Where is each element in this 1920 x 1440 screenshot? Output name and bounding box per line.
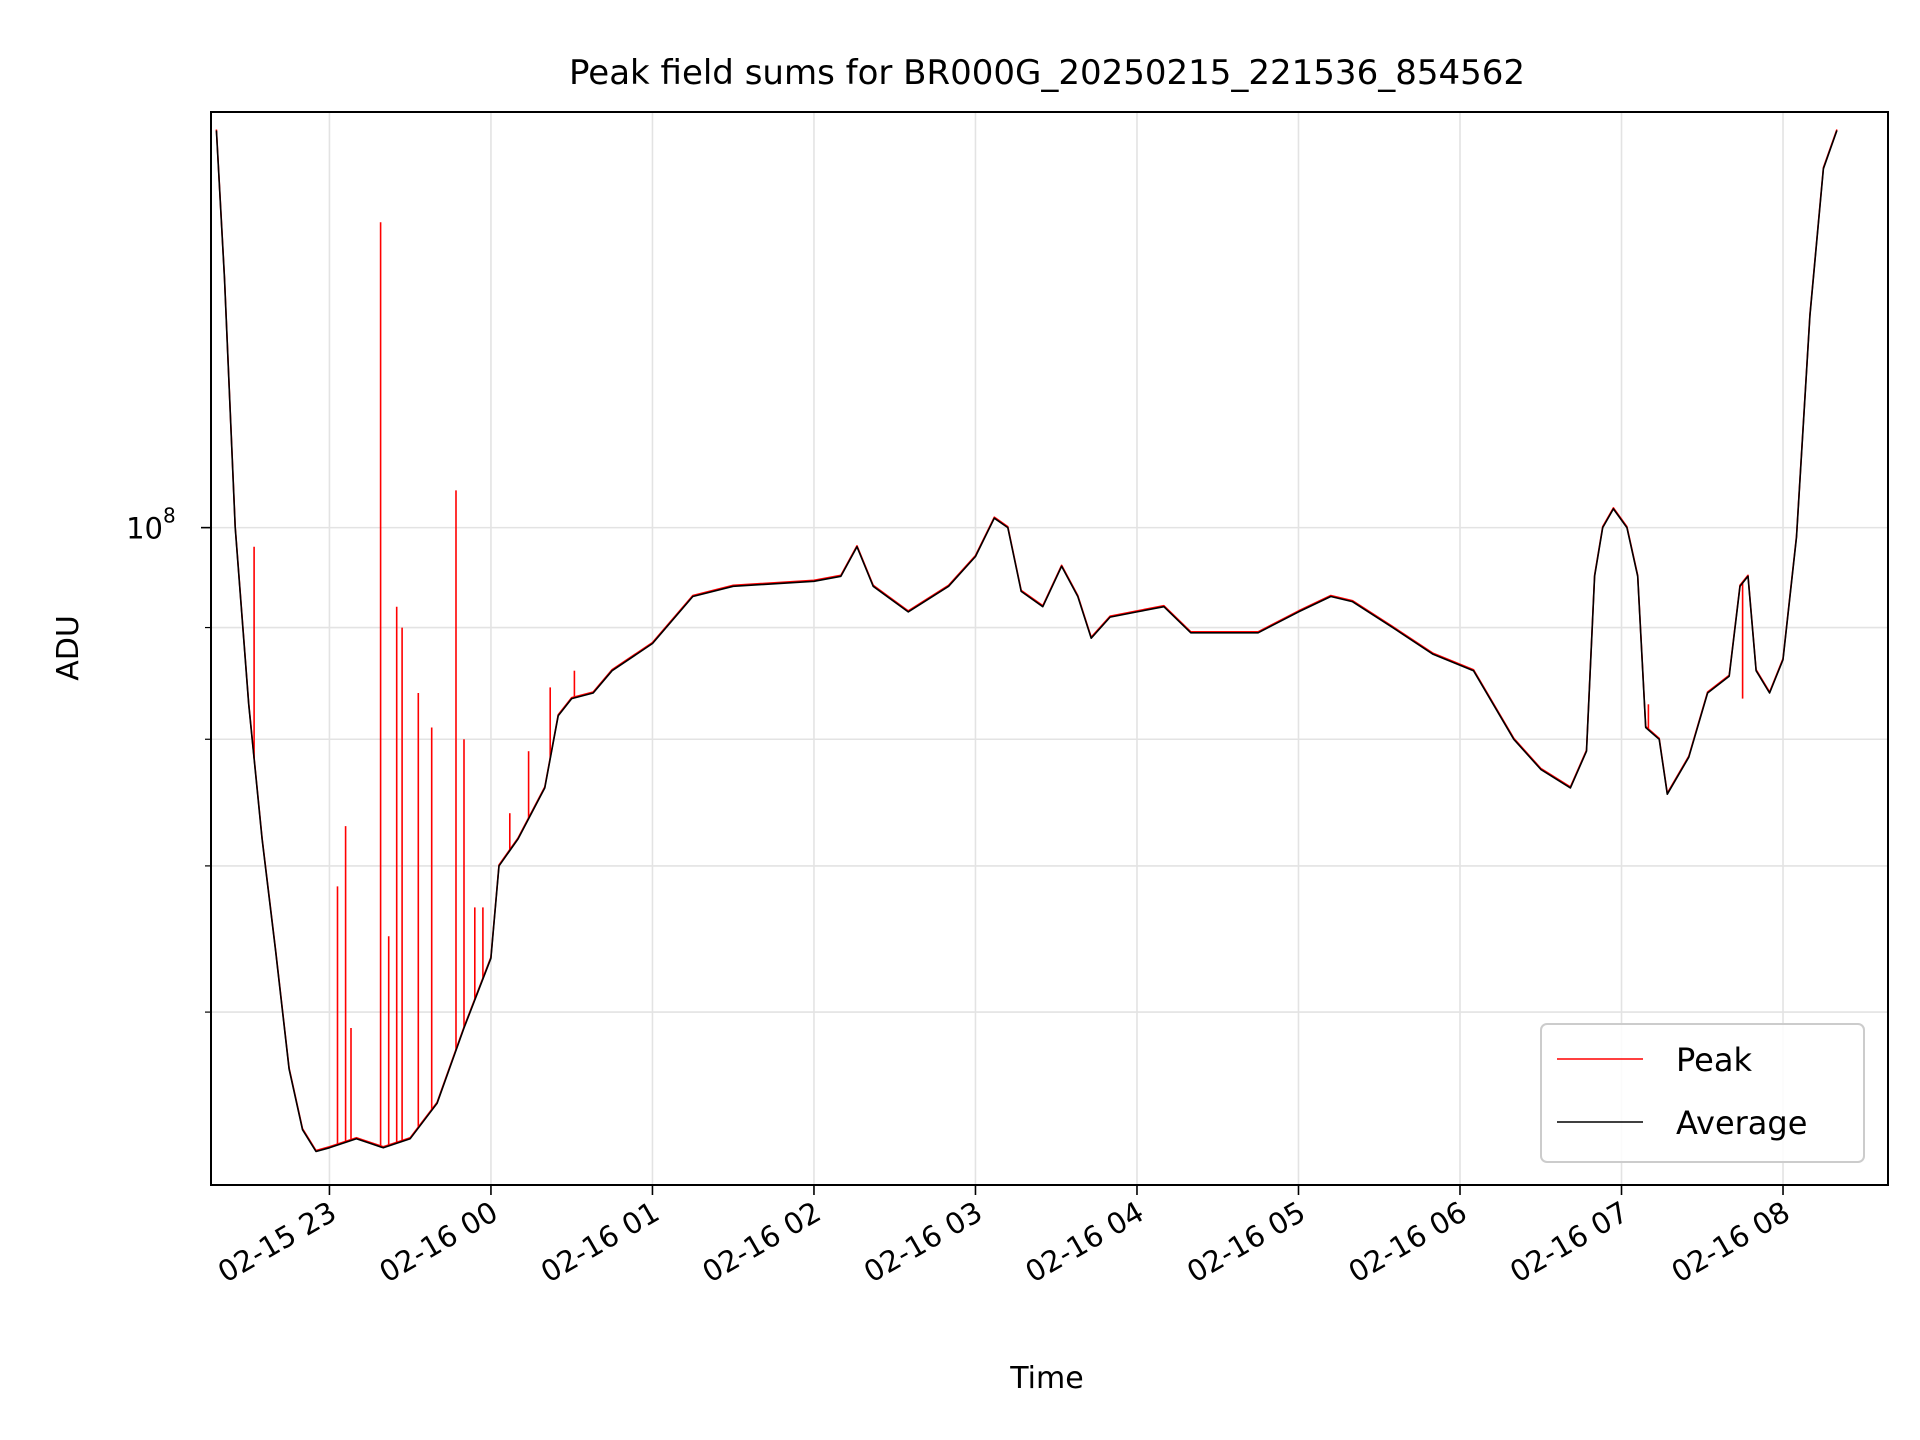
grid [211,112,1888,1185]
x-axis-label: Time [1009,1361,1083,1396]
y-tick-label: 10 [126,512,163,546]
y-tick-exponent: 8 [163,504,176,528]
legend-entry-peak: Peak [1676,1041,1752,1079]
y-axis-label: ADU [51,615,86,681]
legend-entry-average: Average [1676,1104,1807,1142]
plot-series [215,129,1838,1153]
plot-frame [210,111,1889,1186]
chart-title: Peak field sums for BR000G_20250215_2215… [569,53,1525,93]
legend: Peak Average [1540,1023,1865,1163]
series-line-average [215,130,1838,1153]
